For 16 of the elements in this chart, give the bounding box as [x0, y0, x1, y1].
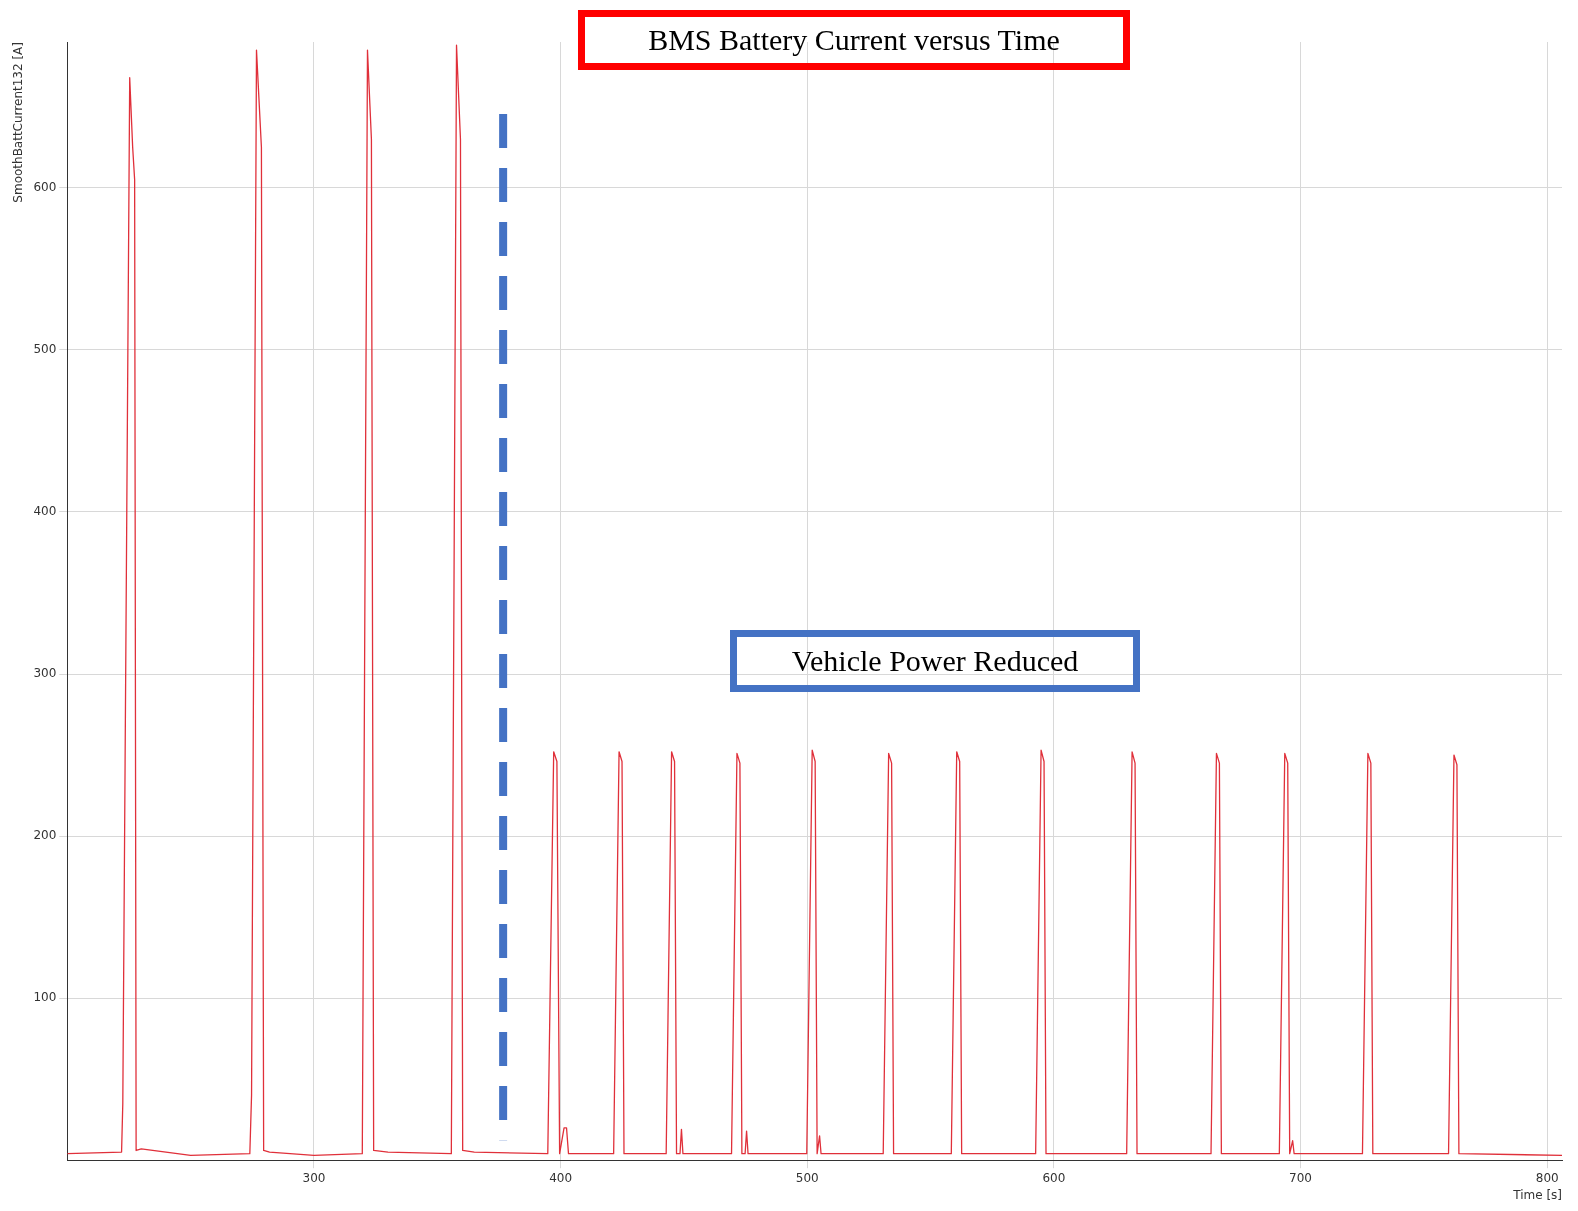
x-tick-label: 300 — [302, 1170, 326, 1185]
y-tick-label: 500 — [33, 342, 57, 357]
y-tick-label: 400 — [33, 504, 57, 519]
y-tick-label: 300 — [33, 666, 57, 681]
x-tick-label: 700 — [1289, 1170, 1312, 1185]
y-axis-title: SmoothBattCurrent132 [A] — [11, 42, 26, 203]
y-tick-label: 600 — [33, 179, 57, 194]
annotation: Vehicle Power Reduced — [730, 630, 1140, 692]
y-tick-label: 100 — [33, 990, 57, 1005]
x-tick-label: 500 — [795, 1170, 819, 1185]
x-tick-label: 600 — [1042, 1170, 1066, 1185]
y-tick-label: 200 — [33, 828, 57, 843]
chart-title: BMS Battery Current versus Time — [578, 10, 1130, 70]
x-tick-label: 800 — [1535, 1170, 1559, 1185]
x-tick-label: 400 — [549, 1170, 573, 1185]
x-axis-title: Time [s] — [1512, 1187, 1562, 1202]
